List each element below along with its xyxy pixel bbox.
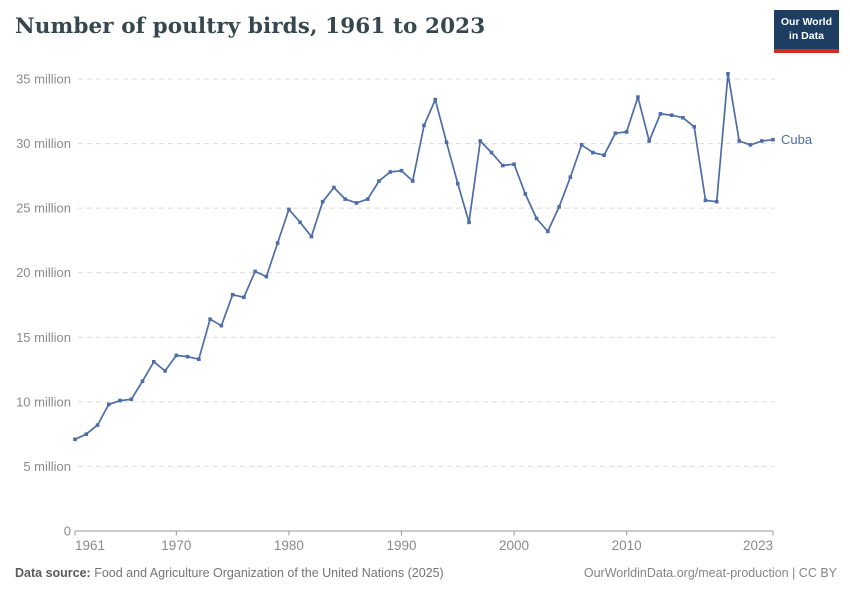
x-axis-tick-label: 1990 (386, 538, 416, 553)
owid-logo[interactable]: Our World in Data (773, 10, 839, 54)
data-point[interactable] (185, 354, 190, 359)
y-axis-tick-label: 0 (64, 524, 71, 539)
data-point[interactable] (95, 423, 100, 427)
data-point[interactable] (275, 241, 280, 245)
data-point[interactable] (534, 216, 539, 221)
data-point[interactable] (636, 95, 640, 99)
data-point[interactable] (669, 113, 674, 117)
data-point[interactable] (197, 357, 201, 362)
data-point[interactable] (714, 199, 719, 204)
owid-logo-line1: Our World (780, 16, 832, 28)
data-point[interactable] (208, 317, 212, 322)
data-point[interactable] (152, 360, 156, 364)
y-axis-tick-label: 35 million (16, 72, 71, 87)
data-point[interactable] (512, 162, 516, 167)
series-line-cuba[interactable] (74, 72, 774, 441)
data-point[interactable] (242, 295, 246, 300)
data-point[interactable] (377, 179, 381, 183)
data-point[interactable] (444, 140, 449, 145)
y-axis-tick-label: 20 million (16, 265, 71, 280)
data-point[interactable] (523, 192, 528, 196)
data-point[interactable] (422, 123, 426, 128)
data-point[interactable] (84, 432, 89, 436)
data-point[interactable] (624, 130, 629, 134)
y-axis-tick-label: 10 million (16, 394, 71, 409)
x-axis-tick-label: 1980 (274, 538, 304, 553)
chart-title: Number of poultry birds, 1961 to 2023 (15, 14, 486, 39)
data-point[interactable] (602, 153, 606, 157)
data-point[interactable] (230, 292, 235, 297)
data-point[interactable] (140, 379, 145, 383)
data-point[interactable] (579, 143, 584, 147)
x-axis-tick-label: 2023 (743, 538, 773, 553)
data-point[interactable] (118, 398, 122, 403)
data-point[interactable] (320, 199, 325, 204)
data-point[interactable] (298, 220, 302, 225)
series-label-cuba[interactable]: Cuba (781, 132, 813, 147)
y-axis-tick-label: 25 million (16, 201, 71, 216)
data-point[interactable] (410, 179, 415, 183)
data-source: Data source: Food and Agriculture Organi… (15, 566, 444, 580)
chart-footer: Data source: Food and Agriculture Organi… (15, 566, 837, 580)
data-point[interactable] (264, 274, 269, 279)
data-point[interactable] (748, 143, 753, 147)
data-point[interactable] (388, 170, 393, 174)
y-axis-tick-label: 30 million (16, 136, 71, 151)
x-axis-tick-label: 1961 (75, 538, 105, 553)
data-point[interactable] (759, 139, 764, 143)
data-point[interactable] (309, 234, 314, 239)
data-point[interactable] (73, 437, 77, 442)
x-axis-tick-label: 2000 (499, 538, 529, 553)
data-point[interactable] (489, 150, 494, 155)
data-point[interactable] (219, 323, 224, 328)
data-point[interactable] (399, 168, 404, 173)
data-point[interactable] (332, 185, 336, 190)
data-point[interactable] (106, 402, 111, 407)
data-point[interactable] (365, 197, 370, 201)
data-point[interactable] (692, 124, 696, 129)
data-point[interactable] (253, 269, 257, 274)
x-axis-tick-label: 1970 (161, 538, 191, 553)
data-point[interactable] (354, 201, 359, 205)
data-point[interactable] (433, 97, 438, 102)
data-point[interactable] (726, 72, 730, 76)
data-point[interactable] (455, 181, 460, 186)
data-point[interactable] (478, 139, 483, 143)
data-point[interactable] (647, 139, 651, 143)
data-point[interactable] (557, 205, 561, 209)
data-source-label: Data source: (15, 566, 91, 580)
data-point[interactable] (771, 137, 775, 142)
data-point[interactable] (501, 163, 505, 168)
data-point[interactable] (737, 139, 742, 143)
data-point[interactable] (658, 112, 663, 116)
x-axis-tick-label: 2010 (612, 538, 642, 553)
data-point[interactable] (129, 397, 134, 402)
data-point[interactable] (568, 175, 573, 179)
data-point[interactable] (343, 197, 347, 201)
footer-link[interactable]: OurWorldinData.org/meat-production | CC … (583, 566, 837, 580)
data-source-text: Food and Agriculture Organization of the… (90, 566, 444, 580)
data-point[interactable] (287, 207, 291, 212)
y-axis-tick-label: 15 million (16, 330, 71, 345)
data-point[interactable] (467, 220, 471, 225)
data-point[interactable] (591, 150, 595, 155)
data-point[interactable] (703, 198, 708, 203)
data-point[interactable] (163, 369, 167, 373)
data-point[interactable] (613, 131, 618, 136)
y-axis-tick-label: 5 million (23, 459, 71, 474)
owid-logo-line2: in Data (788, 29, 824, 42)
data-point[interactable] (174, 353, 179, 358)
data-point[interactable] (681, 115, 685, 120)
data-point[interactable] (546, 229, 550, 234)
